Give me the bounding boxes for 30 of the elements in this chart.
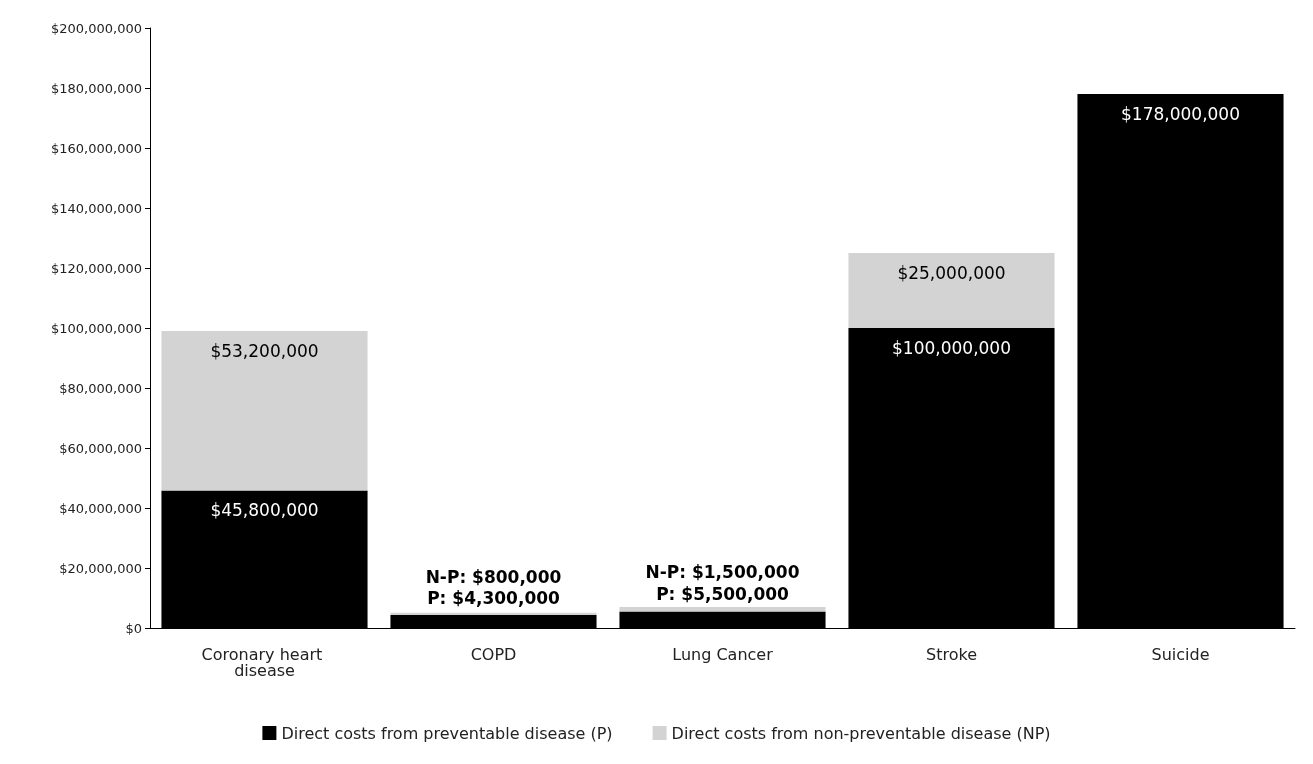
data-label: N-P: $800,000: [425, 567, 562, 588]
bar: [848, 253, 1055, 328]
y-tick-label: $160,000,000: [51, 140, 142, 156]
y-tick-label: $40,000,000: [59, 500, 142, 516]
y-tick-label: $140,000,000: [51, 200, 142, 216]
y-tick-label: $60,000,000: [59, 440, 142, 456]
y-tick-label: $200,000,000: [51, 20, 142, 36]
data-label: $53,200,000: [210, 340, 319, 361]
data-label: $100,000,000: [892, 337, 1011, 358]
bar: [161, 331, 368, 491]
data-label: $25,000,000: [897, 262, 1006, 283]
legend-label: Direct costs from non-preventable disease (NP): [671, 723, 1051, 743]
data-label: N-P: $1,500,000: [645, 561, 800, 582]
x-tick-label: Coronary heart disease: [201, 644, 328, 680]
y-tick-label: $80,000,000: [59, 380, 142, 396]
legend-label: Direct costs from preventable disease (P): [281, 723, 613, 743]
y-tick-label: $120,000,000: [51, 260, 142, 276]
x-tick-label: Stroke: [926, 644, 977, 664]
x-tick-label: Suicide: [1151, 644, 1210, 664]
y-tick-label: $100,000,000: [51, 320, 142, 336]
data-label: $45,800,000: [210, 500, 319, 521]
data-label: P: $4,300,000: [427, 587, 561, 608]
data-label: $178,000,000: [1121, 103, 1240, 124]
y-tick-label: $0: [125, 620, 142, 636]
x-tick-label: COPD: [470, 644, 517, 664]
data-label: P: $5,500,000: [656, 584, 790, 604]
y-tick-label: $20,000,000: [59, 560, 142, 576]
bar: [619, 607, 826, 612]
x-tick-label: Lung Cancer: [672, 644, 774, 664]
y-tick-label: $180,000,000: [51, 80, 142, 96]
